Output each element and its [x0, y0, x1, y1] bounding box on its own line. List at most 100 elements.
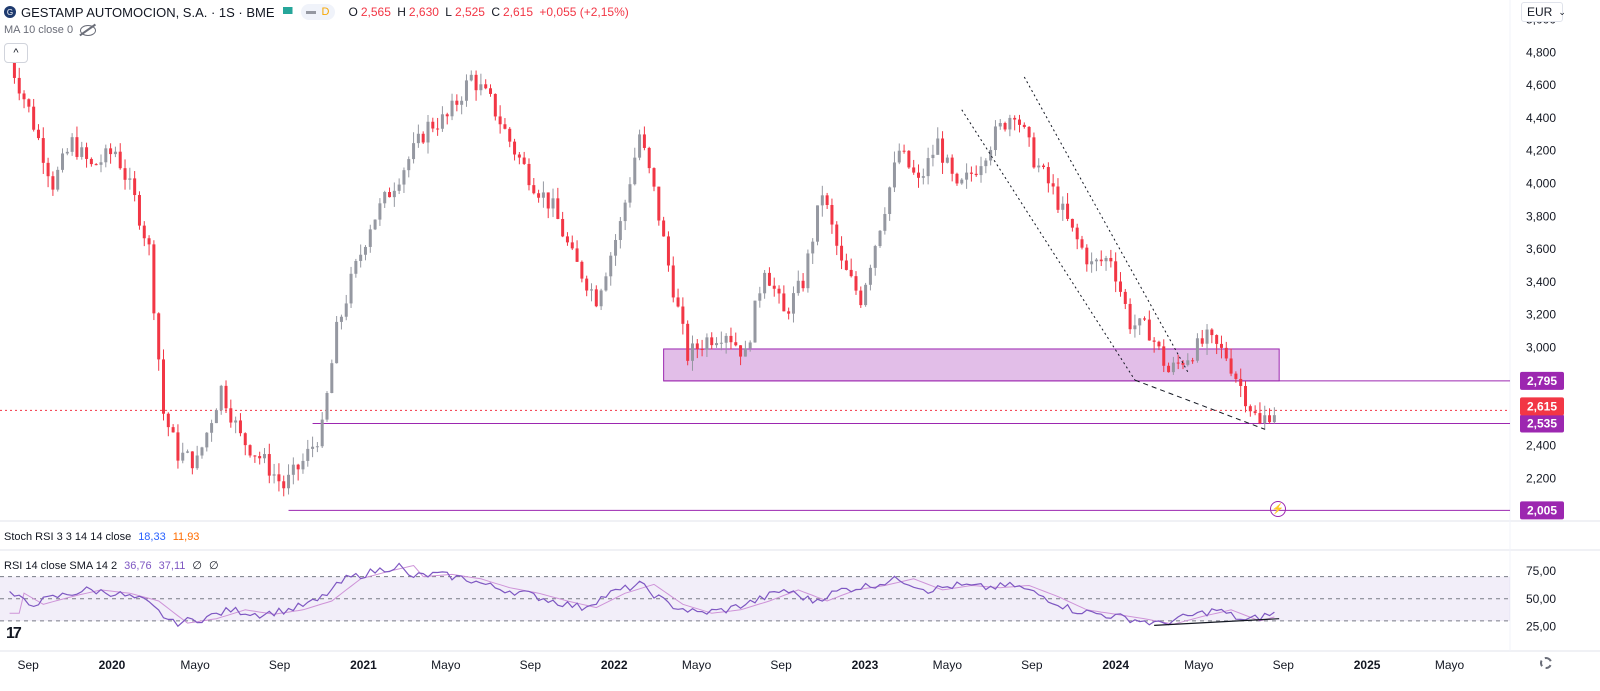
collapse-legend-button[interactable]: ^ [4, 43, 28, 63]
candle-body [171, 427, 175, 433]
candle-body [772, 285, 776, 289]
candle-body [426, 121, 430, 143]
time-axis-label: Mayo [1435, 658, 1465, 672]
candle-body [1037, 165, 1041, 168]
candle-body [359, 254, 363, 261]
candle-body [262, 454, 266, 459]
candle-body [681, 306, 685, 324]
candle-body [628, 184, 632, 203]
rsi-legend[interactable]: RSI 14 close SMA 14 2 36,76 37,11 ∅ ∅ [4, 559, 219, 573]
price-tick-label: 4,200 [1526, 144, 1556, 158]
candle-body [330, 363, 334, 394]
price-tick-label: 2,400 [1526, 439, 1556, 453]
rsi-value: 36,76 [124, 559, 152, 572]
candle-body [493, 93, 497, 117]
candle-body [123, 168, 127, 180]
candle-body [402, 170, 406, 185]
candle-body [325, 393, 329, 420]
ma-label: MA 10 close 0 [4, 24, 74, 36]
candle-body [614, 239, 618, 256]
candle-body [912, 167, 916, 173]
chevron-down-icon: ⌄ [1558, 6, 1566, 17]
change-value: +0,055 (+2,15%) [539, 5, 629, 19]
exchange-logo-icon: G [4, 6, 16, 18]
eye-hidden-icon[interactable] [80, 24, 97, 36]
candle-body [719, 342, 723, 344]
candle-body [349, 273, 353, 304]
candle-body [200, 447, 204, 456]
time-axis-label: Mayo [682, 658, 712, 672]
ma-legend[interactable]: MA 10 close 0 [4, 24, 97, 36]
candle-body [383, 192, 387, 204]
last-price-label: 2,615 [1527, 399, 1557, 413]
tradingview-logo[interactable]: 17 [6, 625, 22, 642]
candle-body [763, 272, 767, 294]
time-axis-label: Mayo [1184, 658, 1214, 672]
candle-body [1205, 329, 1209, 344]
candle-body [618, 221, 622, 240]
price-tick-label: 3,200 [1526, 308, 1556, 322]
time-axis-label: Sep [17, 658, 39, 672]
candle-body [36, 129, 40, 139]
candle-body [575, 248, 579, 262]
candle-body [1219, 343, 1223, 348]
bolt-icon[interactable]: ⚡ [1270, 501, 1286, 517]
pill-label: D [321, 6, 330, 18]
candle-body [1143, 318, 1147, 320]
candle-body [407, 159, 411, 171]
candle-body [1118, 281, 1122, 292]
candle-body [210, 423, 214, 433]
candle-body [647, 147, 651, 169]
candle-body [537, 193, 541, 198]
candle-body [1229, 358, 1233, 374]
currency-select[interactable]: EUR ⌄ [1521, 2, 1566, 22]
rsi-tick-label: 75,00 [1526, 564, 1556, 578]
stoch-rsi-legend[interactable]: Stoch RSI 3 3 14 14 close 18,33 11,93 [4, 531, 199, 543]
candle-body [1056, 186, 1060, 210]
delayed-data-pill[interactable]: D [300, 4, 335, 20]
candle-body [556, 198, 560, 219]
market-status-icon [282, 7, 293, 14]
candle-body [56, 169, 60, 190]
candle-body [61, 153, 65, 170]
candle-body [806, 253, 810, 289]
candle-body [1258, 413, 1262, 424]
candle-body [599, 290, 603, 307]
candle-body [474, 74, 478, 91]
candle-body [782, 293, 786, 312]
candle-body [1176, 362, 1180, 364]
candle-body [1080, 239, 1084, 248]
candle-body [551, 198, 555, 209]
candle-body [320, 419, 324, 447]
candle-body [960, 179, 964, 184]
symbol-title[interactable]: GESTAMP AUTOMOCION, S.A. · 1S · BME [21, 4, 275, 20]
candle-body [12, 60, 16, 78]
currency-label: EUR [1527, 5, 1553, 19]
gear-icon[interactable] [1540, 657, 1552, 669]
candle-body [162, 359, 166, 414]
candle-body [431, 121, 435, 129]
candle-body [166, 413, 170, 428]
candle-body [710, 337, 714, 346]
candle-body [133, 178, 137, 196]
level-price-label-bg [1520, 414, 1564, 433]
candle-body [214, 410, 218, 424]
rsi-line [9, 562, 1275, 628]
candle-body [585, 278, 589, 291]
candle-body [416, 133, 420, 144]
candle-body [445, 114, 449, 117]
candle-body [955, 173, 959, 184]
candle-body [546, 192, 550, 209]
candle-body [1042, 165, 1046, 168]
candle-body [984, 160, 988, 167]
time-axis-label: Sep [1021, 658, 1043, 672]
candle-body [854, 276, 858, 291]
candle-body [137, 195, 141, 226]
candle-body [801, 280, 805, 289]
candle-body [1094, 259, 1098, 262]
candle-body [1138, 318, 1142, 326]
candle-body [777, 288, 781, 294]
candle-body [253, 455, 257, 457]
candle-body [479, 84, 483, 91]
